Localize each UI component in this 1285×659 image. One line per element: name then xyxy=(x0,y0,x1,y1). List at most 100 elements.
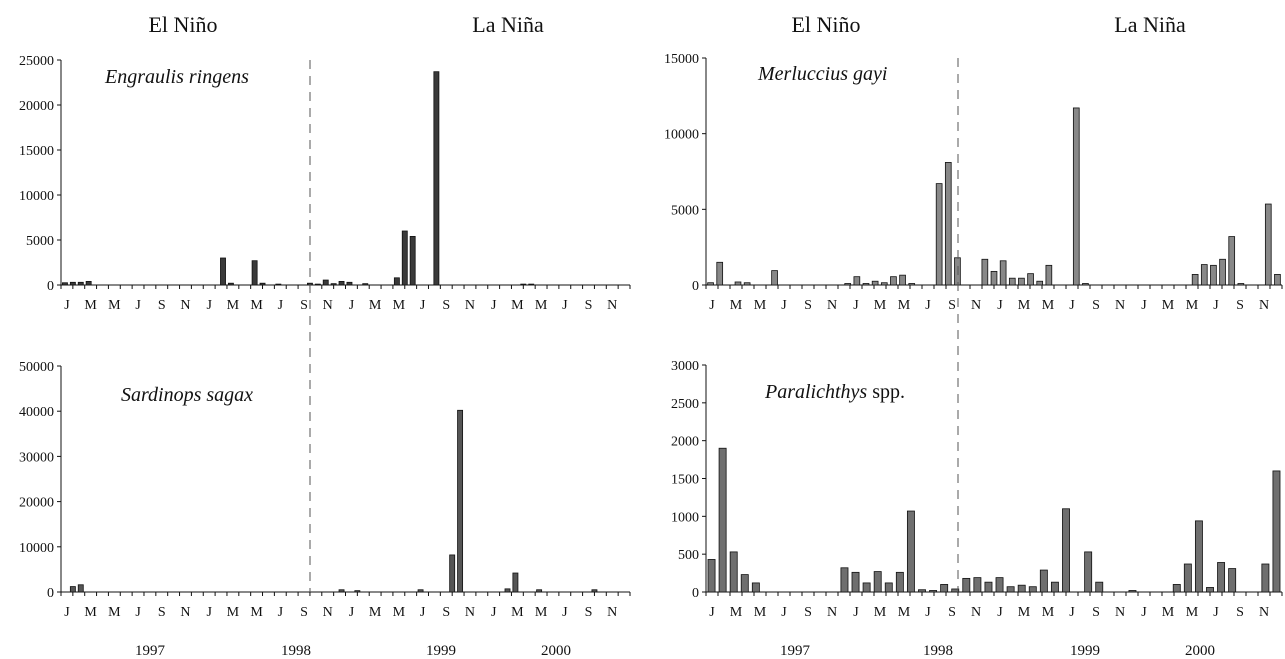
bar xyxy=(1045,264,1053,286)
bar xyxy=(314,283,321,286)
month-tick-label: M xyxy=(250,298,263,313)
y-tick-label: 1500 xyxy=(671,473,699,488)
bar xyxy=(880,282,888,286)
bar xyxy=(362,283,369,286)
month-tick-label: J xyxy=(491,298,497,313)
bar xyxy=(346,281,353,286)
y-tick-label: 0 xyxy=(692,586,699,601)
month-tick-label: J xyxy=(349,298,355,313)
month-tick-label: M xyxy=(898,298,911,313)
bar xyxy=(536,589,543,593)
bar xyxy=(862,283,870,286)
month-tick-label: S xyxy=(804,298,812,313)
month-tick-label: J xyxy=(491,605,497,620)
month-tick-label: M xyxy=(511,605,524,620)
bar xyxy=(954,257,961,286)
month-tick-label: S xyxy=(158,298,166,313)
species-title: Sardinops sagax xyxy=(121,384,253,406)
bar xyxy=(999,260,1007,286)
month-tick-label: N xyxy=(1259,605,1269,620)
bar xyxy=(853,276,861,286)
year-label-right: 2000 xyxy=(1185,643,1215,659)
month-tick-label: S xyxy=(158,605,166,620)
month-tick-label: M xyxy=(898,605,911,620)
bar xyxy=(1274,274,1281,286)
y-tick-label: 20000 xyxy=(19,99,54,114)
bar xyxy=(718,447,727,593)
month-tick-label: J xyxy=(925,298,931,313)
species-title: Engraulis ringens xyxy=(104,66,249,88)
month-tick-label: J xyxy=(853,298,859,313)
bar xyxy=(707,559,716,593)
bar xyxy=(918,589,926,593)
bar xyxy=(862,582,871,593)
bar xyxy=(409,235,416,286)
month-tick-label: N xyxy=(465,605,475,620)
month-tick-label: J xyxy=(997,298,1003,313)
bar xyxy=(873,571,882,593)
y-tick-label: 10000 xyxy=(19,541,54,556)
month-tick-label: M xyxy=(369,605,382,620)
bar xyxy=(520,283,527,286)
bar xyxy=(77,584,84,593)
month-tick-label: M xyxy=(1186,298,1199,313)
month-tick-label: J xyxy=(781,298,787,313)
bar xyxy=(995,577,1004,593)
bar xyxy=(884,582,893,593)
species-name: Paralichthys xyxy=(764,381,867,403)
bar xyxy=(69,281,76,286)
month-tick-label: J xyxy=(853,605,859,620)
bar xyxy=(962,577,971,593)
month-tick-label: M xyxy=(730,605,743,620)
y-tick-label: 30000 xyxy=(19,450,54,465)
bar xyxy=(512,572,519,593)
bar xyxy=(990,270,998,286)
month-tick-label: J xyxy=(135,605,141,620)
month-tick-label: M xyxy=(250,605,263,620)
bar xyxy=(1172,584,1181,593)
bar xyxy=(220,257,226,286)
el-nino-header-left: El Niño xyxy=(148,12,217,37)
y-tick-label: 5000 xyxy=(26,234,54,249)
y-tick-label: 5000 xyxy=(671,203,699,218)
month-tick-label: J xyxy=(709,605,715,620)
month-tick-label: M xyxy=(84,605,97,620)
species-title: Merluccius gayi xyxy=(757,63,887,85)
month-tick-label: N xyxy=(323,605,333,620)
month-tick-label: J xyxy=(1069,298,1075,313)
bar xyxy=(85,280,92,286)
species-name: Merluccius gayi xyxy=(757,63,887,85)
month-tick-label: J xyxy=(1141,298,1147,313)
month-tick-label: N xyxy=(971,605,981,620)
bar xyxy=(1200,264,1208,286)
bar xyxy=(504,588,511,593)
month-tick-label: M xyxy=(874,298,887,313)
month-tick-label: M xyxy=(1018,298,1031,313)
month-tick-label: J xyxy=(1069,605,1075,620)
year-label-right: 1999 xyxy=(1070,643,1100,659)
bar xyxy=(1027,273,1034,286)
month-tick-label: N xyxy=(827,298,837,313)
month-tick-label: M xyxy=(754,605,767,620)
bar xyxy=(707,282,714,286)
y-tick-label: 50000 xyxy=(19,360,54,375)
month-tick-label: M xyxy=(1042,605,1055,620)
bar xyxy=(871,280,879,286)
y-tick-label: 15000 xyxy=(19,144,54,159)
bar xyxy=(1194,520,1203,593)
month-tick-label: M xyxy=(84,298,97,313)
month-tick-label: M xyxy=(535,298,548,313)
month-tick-label: N xyxy=(180,605,190,620)
month-tick-label: M xyxy=(1162,605,1175,620)
y-tick-label: 15000 xyxy=(664,52,699,67)
bar xyxy=(890,276,897,286)
y-tick-label: 0 xyxy=(47,279,54,294)
bar xyxy=(1062,508,1070,593)
month-tick-label: S xyxy=(804,605,812,620)
month-tick-label: J xyxy=(349,605,355,620)
bar xyxy=(591,589,598,593)
bar xyxy=(1028,586,1037,593)
bar xyxy=(1228,236,1236,286)
